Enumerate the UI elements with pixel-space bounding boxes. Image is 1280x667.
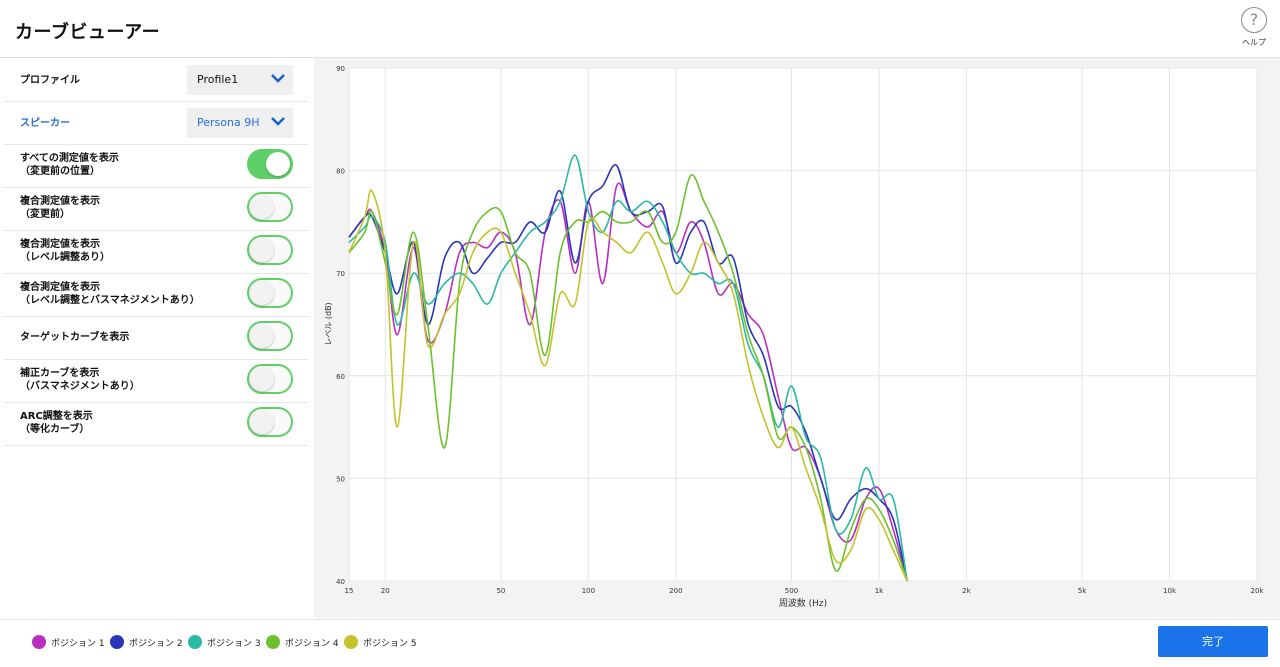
legend-item: ポジション 5 xyxy=(344,635,418,649)
x-tick-label: 20k xyxy=(1251,587,1265,595)
legend-label: ポジション 2 xyxy=(129,639,183,649)
chevron-down-icon xyxy=(271,117,285,126)
toggle-knob xyxy=(250,367,274,391)
legend-label: ポジション 1 xyxy=(51,639,105,649)
toggle-switch-composite-level[interactable] xyxy=(247,235,293,265)
toggle-label-line2: （レベル調整とバスマネジメントあり） xyxy=(20,295,200,306)
y-tick-label: 70 xyxy=(336,270,345,278)
y-tick-label: 60 xyxy=(336,373,345,381)
help-label: ヘルプ xyxy=(1242,38,1266,47)
speaker-select-value: Persona 9H xyxy=(197,116,260,129)
legend-color-dot xyxy=(344,635,358,649)
toggle-label-line2: （変更前の位置） xyxy=(20,166,100,177)
toggle-switch-correction-curve[interactable] xyxy=(247,364,293,394)
profile-row: プロファイル Profile1 xyxy=(4,58,308,102)
toggle-label-line2: （等化カーブ） xyxy=(20,424,90,435)
legend-item: ポジション 2 xyxy=(110,635,184,649)
x-tick-label: 50 xyxy=(496,587,505,595)
x-tick-label: 20 xyxy=(381,587,390,595)
series-lines xyxy=(348,154,908,582)
toggle-label-line1: 複合測定値を表示 xyxy=(20,282,100,293)
chevron-down-icon xyxy=(271,74,285,83)
toggle-row-all-measurements: すべての測定値を表示 （変更前の位置） xyxy=(4,144,308,188)
grid xyxy=(348,67,1258,582)
speaker-row: スピーカー Persona 9H xyxy=(4,101,308,145)
toggle-switch-arc-adjust[interactable] xyxy=(247,407,293,437)
x-tick-label: 500 xyxy=(785,587,798,595)
legend-label: ポジション 4 xyxy=(285,639,339,649)
legend-item: ポジション 4 xyxy=(266,635,340,649)
toggle-row-target-curve: ターゲットカーブを表示 xyxy=(4,316,308,360)
toggle-knob xyxy=(266,152,290,176)
toggle-row-correction-curve: 補正カーブを表示 （バスマネジメントあり） xyxy=(4,359,308,403)
y-axis-label: レベル (dB) xyxy=(324,302,333,345)
toggle-knob xyxy=(250,281,274,305)
toggle-label-line2: （変更前） xyxy=(20,209,70,220)
x-tick-label: 200 xyxy=(669,587,682,595)
curve-chart-panel: 40 50 60 70 80 90 15 20 50 100 200 500 1k 2k 5k 10k 20k … xyxy=(314,58,1280,618)
legend-color-dot xyxy=(266,635,280,649)
legend-color-dot xyxy=(110,635,124,649)
legend-label: ポジション 3 xyxy=(207,639,261,649)
toggle-row-composite-before: 複合測定値を表示 （変更前） xyxy=(4,187,308,231)
toggle-label-line2: （レベル調整あり） xyxy=(20,252,110,263)
toggle-row-composite-bass: 複合測定値を表示 （レベル調整とバスマネジメントあり） xyxy=(4,273,308,317)
toggle-knob xyxy=(250,238,274,262)
help-icon[interactable]: ? xyxy=(1241,7,1267,33)
x-tick-label: 15 xyxy=(345,587,354,595)
toggle-label-line2: （バスマネジメントあり） xyxy=(20,381,140,392)
page-title: カーブビューアー xyxy=(15,22,161,43)
toggle-knob xyxy=(250,410,274,434)
toggle-label-line1: 補正カーブを表示 xyxy=(20,368,100,379)
legend-color-dot xyxy=(188,635,202,649)
speaker-label: スピーカー xyxy=(20,118,70,129)
profile-label: プロファイル xyxy=(20,75,80,86)
profile-select[interactable]: Profile1 xyxy=(187,65,293,95)
toggle-knob xyxy=(250,324,274,348)
legend-label: ポジション 5 xyxy=(363,639,417,649)
help-button[interactable]: ? ヘルプ xyxy=(1234,7,1274,48)
plot-area xyxy=(349,68,1257,581)
toggle-row-composite-level: 複合測定値を表示 （レベル調整あり） xyxy=(4,230,308,274)
y-tick-label: 80 xyxy=(336,168,345,176)
y-tick-label: 90 xyxy=(336,65,345,73)
toggle-row-arc-adjust: ARC調整を表示 （等化カーブ） xyxy=(4,402,308,446)
x-tick-label: 100 xyxy=(582,587,595,595)
x-tick-label: 1k xyxy=(875,587,884,595)
toggle-label-line1: すべての測定値を表示 xyxy=(20,153,119,164)
speaker-select[interactable]: Persona 9H xyxy=(187,108,293,138)
app-header: カーブビューアー ? ヘルプ xyxy=(0,0,1280,58)
legend-color-dot xyxy=(32,635,46,649)
y-tick-label: 50 xyxy=(336,475,345,483)
settings-sidebar: プロファイル Profile1 スピーカー Persona 9H すべての測定値… xyxy=(0,58,310,618)
legend-item: ポジション 1 xyxy=(32,635,106,649)
series-line-5 xyxy=(348,189,908,582)
tick-labels: 40 50 60 70 80 90 15 20 50 100 200 500 1k 2k 5k 10k 20k xyxy=(336,65,1264,595)
legend-item: ポジション 3 xyxy=(188,635,262,649)
series-line-2 xyxy=(348,164,908,582)
series-line-4 xyxy=(348,174,908,582)
done-button[interactable]: 完了 xyxy=(1158,626,1268,657)
toggle-label-line1: 複合測定値を表示 xyxy=(20,239,100,250)
toggle-label-line1: 複合測定値を表示 xyxy=(20,196,100,207)
x-tick-label: 5k xyxy=(1078,587,1087,595)
footer-bar: ポジション 1 ポジション 2 ポジション 3 ポジション 4 ポジション 5 完了 xyxy=(0,619,1280,667)
toggle-switch-composite-bass[interactable] xyxy=(247,278,293,308)
x-axis-label: 周波数 (Hz) xyxy=(779,597,827,609)
profile-select-value: Profile1 xyxy=(197,73,239,86)
series-line-3 xyxy=(348,154,908,582)
toggle-label-line1: ARC調整を表示 xyxy=(20,411,93,422)
toggle-switch-all-measurements[interactable] xyxy=(247,149,293,179)
x-tick-label: 2k xyxy=(962,587,971,595)
toggle-switch-composite-before[interactable] xyxy=(247,192,293,222)
x-tick-label: 10k xyxy=(1163,587,1177,595)
toggle-switch-target-curve[interactable] xyxy=(247,321,293,351)
toggle-knob xyxy=(250,195,274,219)
toggle-label-line1: ターゲットカーブを表示 xyxy=(20,332,130,343)
y-tick-label: 40 xyxy=(336,578,345,586)
